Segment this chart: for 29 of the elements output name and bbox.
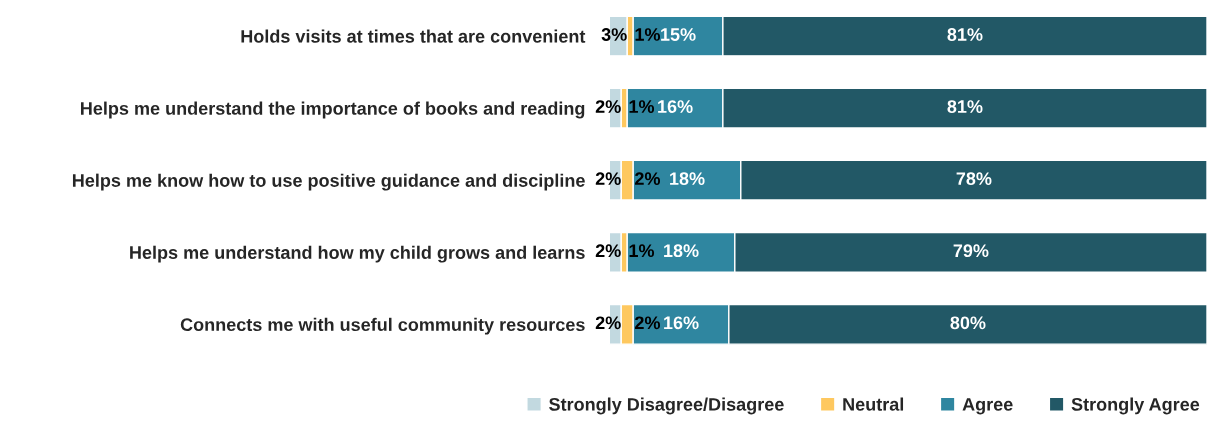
data-label: 1% [629, 244, 655, 258]
y-tick-label: Helps me understand how my child grows and learns [130, 245, 585, 263]
data-label: 2% [595, 100, 621, 113]
legend-label: Strongly Disagree/Disagree [549, 397, 784, 415]
y-tick-label: Helps me understand the importance of books and reading [81, 101, 585, 119]
data-label: 1% [629, 100, 655, 113]
legend-label: Neutral [843, 397, 904, 411]
y-tick-label: Helps me know how to use positive guidance and discipline [72, 173, 585, 191]
legend-label: Strongly Agree [1071, 397, 1200, 415]
data-label: 81% [947, 100, 983, 113]
data-label: 2% [635, 172, 661, 185]
data-label: 16% [658, 100, 693, 113]
data-label: 79% [953, 244, 989, 258]
data-label: 1% [635, 28, 661, 41]
data-label: 2% [595, 244, 621, 258]
data-label: 2% [595, 316, 621, 330]
data-label: 15% [661, 28, 696, 41]
data-label: 16% [664, 316, 699, 330]
y-tick-label: Connects me with useful community resources [180, 317, 585, 335]
data-label: 2% [595, 172, 621, 185]
data-label: 18% [670, 172, 705, 186]
data-label: 18% [664, 244, 699, 258]
legend-label: Agree [962, 398, 1013, 415]
data-label: 78% [956, 172, 992, 186]
data-label: 80% [950, 316, 986, 330]
data-label: 81% [947, 28, 983, 41]
data-label: 3% [601, 28, 627, 41]
data-label: 2% [635, 316, 661, 330]
y-tick-label: Holds visits at times that are convenient [241, 29, 586, 43]
